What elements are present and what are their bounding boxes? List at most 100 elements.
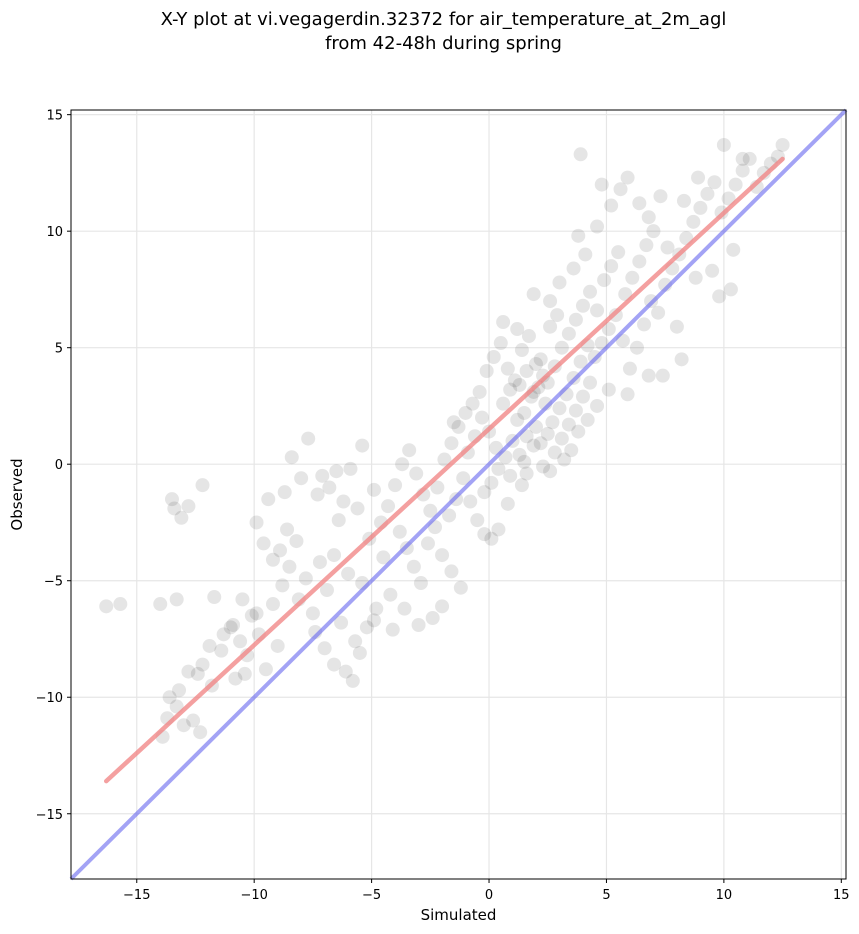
data-point: [646, 224, 661, 239]
data-point: [463, 494, 478, 509]
data-point: [533, 436, 548, 451]
data-point: [632, 254, 647, 269]
data-point: [430, 480, 445, 495]
data-point: [442, 508, 457, 523]
data-point: [496, 396, 511, 411]
data-point: [625, 270, 640, 285]
x-tick-label: −5: [362, 888, 381, 903]
data-point: [474, 410, 489, 425]
data-point: [601, 322, 616, 337]
data-point: [343, 461, 358, 476]
data-point: [775, 137, 790, 152]
data-point: [641, 210, 656, 225]
data-point: [359, 620, 374, 635]
data-point: [458, 405, 473, 420]
data-point: [507, 373, 522, 388]
data-point: [472, 384, 487, 399]
data-point: [411, 617, 426, 632]
data-point: [315, 468, 330, 483]
data-point: [500, 496, 515, 511]
data-point: [545, 415, 560, 430]
data-point: [409, 466, 424, 481]
data-point: [620, 170, 635, 185]
data-point: [568, 312, 583, 327]
data-point: [561, 417, 576, 432]
data-point: [273, 543, 288, 558]
data-point: [233, 634, 248, 649]
data-point: [571, 424, 586, 439]
data-point: [653, 189, 668, 204]
data-point: [575, 298, 590, 313]
data-point: [611, 245, 626, 260]
data-point: [620, 387, 635, 402]
data-point: [465, 396, 480, 411]
data-point: [223, 620, 238, 635]
chart-title-line1: X-Y plot at vi.vegagerdin.32372 for air_…: [160, 9, 727, 30]
data-point: [716, 137, 731, 152]
data-point: [540, 426, 555, 441]
data-point: [742, 151, 757, 166]
data-point: [651, 305, 666, 320]
data-point: [660, 240, 675, 255]
data-point: [552, 401, 567, 416]
data-point: [366, 613, 381, 628]
data-point: [561, 326, 576, 341]
data-point: [613, 182, 628, 197]
data-point: [721, 191, 736, 206]
y-axis-label: Observed: [8, 458, 26, 530]
data-point: [514, 343, 529, 358]
data-point: [237, 666, 252, 681]
data-point: [317, 641, 332, 656]
data-point: [265, 597, 280, 612]
data-point: [503, 382, 518, 397]
y-tick-label: 5: [55, 342, 63, 357]
data-point: [543, 294, 558, 309]
data-point: [348, 634, 363, 649]
data-point: [543, 464, 558, 479]
data-point: [655, 368, 670, 383]
data-point: [338, 664, 353, 679]
data-point: [639, 238, 654, 253]
data-point: [552, 275, 567, 290]
data-point: [573, 354, 588, 369]
x-axis-label: Simulated: [421, 906, 497, 924]
data-point: [167, 501, 182, 516]
data-point: [366, 482, 381, 497]
data-point: [533, 352, 548, 367]
data-point: [388, 478, 403, 493]
data-point: [270, 638, 285, 653]
data-point: [641, 368, 656, 383]
data-point: [435, 599, 450, 614]
data-point: [493, 336, 508, 351]
data-point: [444, 436, 459, 451]
data-point: [327, 548, 342, 563]
data-point: [451, 419, 466, 434]
data-point: [265, 552, 280, 567]
data-point: [512, 377, 527, 392]
data-point: [477, 527, 492, 542]
data-point: [500, 361, 515, 376]
data-point: [195, 657, 210, 672]
data-point: [350, 501, 365, 516]
data-point: [543, 319, 558, 334]
x-tick-label: −15: [123, 888, 150, 903]
data-point: [329, 464, 344, 479]
data-point: [322, 480, 337, 495]
x-tick-label: 10: [716, 888, 733, 903]
data-point: [583, 284, 598, 299]
data-point: [484, 531, 499, 546]
data-point: [547, 445, 562, 460]
data-point: [437, 452, 452, 467]
data-point: [202, 638, 217, 653]
data-point: [486, 350, 501, 365]
data-point: [376, 550, 391, 565]
data-point: [113, 597, 128, 612]
data-point: [331, 513, 346, 528]
data-point: [637, 317, 652, 332]
data-point: [435, 548, 450, 563]
identity-line: [69, 108, 848, 881]
data-point: [282, 559, 297, 574]
plot-frame: [70, 109, 847, 880]
data-point: [214, 643, 229, 658]
data-point: [510, 412, 525, 427]
